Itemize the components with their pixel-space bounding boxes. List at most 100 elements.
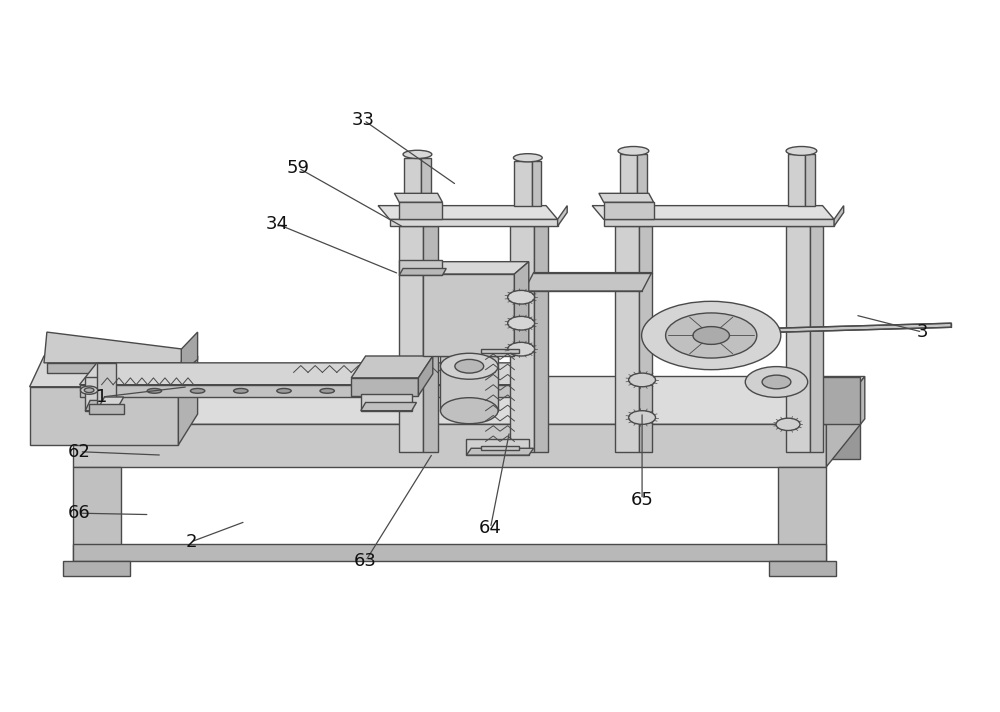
Polygon shape [73,377,865,424]
Ellipse shape [776,418,800,431]
Ellipse shape [84,388,94,392]
Polygon shape [418,356,433,396]
Polygon shape [834,206,844,226]
Polygon shape [786,226,810,451]
Polygon shape [423,226,438,451]
Polygon shape [89,404,124,414]
Polygon shape [805,155,815,206]
Polygon shape [423,262,529,274]
Polygon shape [466,439,529,455]
Polygon shape [826,377,865,467]
Polygon shape [637,155,647,206]
Ellipse shape [642,301,781,370]
Polygon shape [440,356,498,411]
Ellipse shape [508,342,535,356]
Polygon shape [399,261,442,276]
Polygon shape [421,158,431,206]
Polygon shape [181,332,198,373]
Ellipse shape [513,154,542,162]
Polygon shape [85,400,106,411]
Text: 3: 3 [917,323,928,341]
Polygon shape [788,155,805,206]
Polygon shape [80,384,519,397]
Polygon shape [532,161,541,206]
Polygon shape [481,446,519,450]
Ellipse shape [234,389,248,393]
Text: 2: 2 [185,533,197,551]
Text: 34: 34 [266,215,289,233]
Polygon shape [778,467,826,568]
Text: 59: 59 [287,159,310,177]
Polygon shape [534,226,548,451]
Polygon shape [423,274,514,356]
Ellipse shape [629,411,656,424]
Polygon shape [111,377,150,424]
Ellipse shape [80,386,98,394]
Polygon shape [599,194,654,202]
Polygon shape [351,356,433,378]
Polygon shape [510,226,534,451]
Polygon shape [80,363,538,384]
Polygon shape [63,561,130,576]
Polygon shape [47,363,181,373]
Polygon shape [524,273,652,291]
Ellipse shape [762,375,791,389]
Polygon shape [378,206,558,219]
Polygon shape [620,155,637,206]
Text: 64: 64 [479,519,502,538]
Polygon shape [514,161,532,206]
Ellipse shape [745,367,808,397]
Polygon shape [97,397,124,411]
Ellipse shape [666,313,757,358]
Polygon shape [615,226,639,451]
Polygon shape [399,226,423,451]
Polygon shape [711,323,951,334]
Ellipse shape [277,389,291,393]
Polygon shape [97,363,116,411]
Polygon shape [639,226,652,451]
Polygon shape [390,219,558,226]
Polygon shape [399,202,442,219]
Ellipse shape [440,353,498,379]
Ellipse shape [693,327,729,345]
Polygon shape [822,377,860,459]
Ellipse shape [618,147,649,155]
Polygon shape [514,262,529,356]
Polygon shape [361,394,412,411]
Polygon shape [178,356,198,445]
Text: 33: 33 [352,111,375,129]
Polygon shape [394,194,442,202]
Ellipse shape [508,316,535,330]
Polygon shape [519,363,538,397]
Polygon shape [466,449,534,455]
Polygon shape [604,202,654,219]
Ellipse shape [508,290,535,304]
Ellipse shape [320,389,334,393]
Ellipse shape [363,389,378,393]
Polygon shape [73,544,826,561]
Polygon shape [111,377,150,459]
Polygon shape [822,377,860,424]
Ellipse shape [629,373,656,387]
Polygon shape [361,402,416,411]
Text: 65: 65 [631,491,654,508]
Polygon shape [604,219,834,226]
Text: 1: 1 [96,388,107,406]
Ellipse shape [403,150,432,159]
Polygon shape [810,226,823,451]
Polygon shape [592,206,834,219]
Polygon shape [30,356,198,387]
Text: 63: 63 [354,552,377,570]
Polygon shape [769,561,836,576]
Ellipse shape [190,389,205,393]
Ellipse shape [147,389,162,393]
Polygon shape [351,378,418,396]
Text: 66: 66 [68,504,91,522]
Polygon shape [73,424,826,467]
Ellipse shape [455,360,484,373]
Polygon shape [399,268,446,276]
Ellipse shape [440,398,498,424]
Polygon shape [44,332,183,363]
Polygon shape [404,158,421,206]
Polygon shape [73,467,121,568]
